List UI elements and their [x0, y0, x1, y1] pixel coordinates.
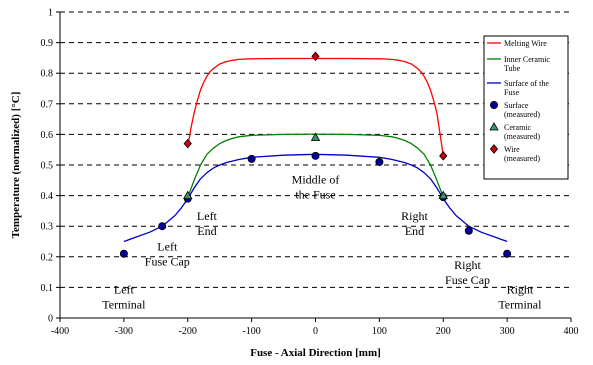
- legend-entry-label: Inner Ceramic: [504, 55, 550, 64]
- x-tick-label: 400: [564, 326, 579, 337]
- y-tick-label: 0.9: [41, 38, 54, 49]
- y-tick-label: 0.8: [41, 69, 54, 80]
- legend-entry-label: (measured): [504, 154, 540, 163]
- legend-entry-label: (measured): [504, 110, 540, 119]
- data-point-triangle: [438, 190, 448, 200]
- data-point-circle: [119, 249, 128, 258]
- legend-entry-label: (measured): [504, 132, 540, 141]
- legend-entry-label: Wire: [504, 145, 520, 154]
- legend-entry-label: Ceramic: [504, 123, 532, 132]
- x-tick-label: 100: [372, 326, 387, 337]
- annotation-label: Left: [114, 283, 135, 297]
- x-tick-label: -100: [242, 326, 260, 337]
- annotation-label: End: [197, 224, 216, 238]
- x-tick-label: 0: [313, 326, 318, 337]
- y-tick-label: 0.6: [41, 130, 54, 141]
- data-point-circle: [247, 154, 256, 163]
- data-point-circle: [464, 226, 473, 235]
- annotation-label: Left: [197, 209, 218, 223]
- y-tick-label: 0.2: [41, 252, 54, 263]
- annotation-label: Right: [454, 258, 481, 272]
- legend-box: [483, 35, 569, 180]
- legend-marker-swatch: [489, 144, 499, 154]
- y-tick-label: 0.4: [41, 191, 54, 202]
- x-tick-label: -200: [179, 326, 197, 337]
- data-point-circle: [158, 222, 167, 231]
- annotation-label: Right: [507, 283, 534, 297]
- y-axis-title: Temperature (normalized) [°C]: [10, 92, 22, 239]
- x-axis-title: Fuse - Axial Direction [mm]: [250, 347, 381, 359]
- annotation-label: Fuse Cap: [445, 273, 490, 287]
- annotation-label: Right: [401, 209, 428, 223]
- data-point-diamond: [311, 51, 320, 62]
- axes: [56, 11, 572, 322]
- data-point-triangle: [183, 190, 193, 200]
- y-tick-label: 0.3: [41, 222, 54, 233]
- legend-entry-label: Surface of the: [504, 79, 549, 88]
- x-tick-label: -400: [51, 326, 69, 337]
- legend-entry-label: Melting Wire: [504, 39, 547, 48]
- annotation-label: Middle of: [292, 172, 340, 186]
- y-tick-label: 0.1: [41, 283, 54, 294]
- data-point-triangle: [310, 132, 321, 141]
- annotation-label: the Fuse: [295, 187, 335, 201]
- legend-marker-swatch: [489, 101, 498, 110]
- data-point-diamond: [183, 138, 192, 149]
- annotation-label: End: [405, 224, 424, 238]
- x-tick-label: 200: [436, 326, 451, 337]
- x-tick-label: 300: [500, 326, 515, 337]
- annotation-label: Terminal: [498, 298, 542, 312]
- annotation-label: Fuse Cap: [145, 255, 190, 269]
- y-tick-label: 0.5: [41, 161, 54, 172]
- legend-entry-label: Fuse: [504, 88, 520, 97]
- x-tick-label: -300: [115, 326, 133, 337]
- tick-labels: 0 0.1 0.2 0.3 0.4 0.5 0.6 0.7 0.8 0.9 1 -400 -300 -20…: [41, 8, 579, 338]
- y-tick-label: 0.7: [41, 99, 54, 110]
- y-tick-label: 0: [48, 314, 53, 325]
- annotation-label: Left: [157, 240, 178, 254]
- legend-marker-swatch: [489, 121, 499, 131]
- legend-entry-label: Surface: [504, 101, 529, 110]
- series: [119, 51, 512, 258]
- legend-entry-label: Tube: [504, 64, 521, 73]
- data-point-circle: [503, 249, 512, 258]
- y-tick-label: 1: [48, 8, 53, 19]
- data-point-circle: [375, 157, 384, 166]
- data-point-diamond: [439, 151, 448, 161]
- data-point-circle: [311, 151, 320, 160]
- annotation-label: Terminal: [102, 298, 146, 312]
